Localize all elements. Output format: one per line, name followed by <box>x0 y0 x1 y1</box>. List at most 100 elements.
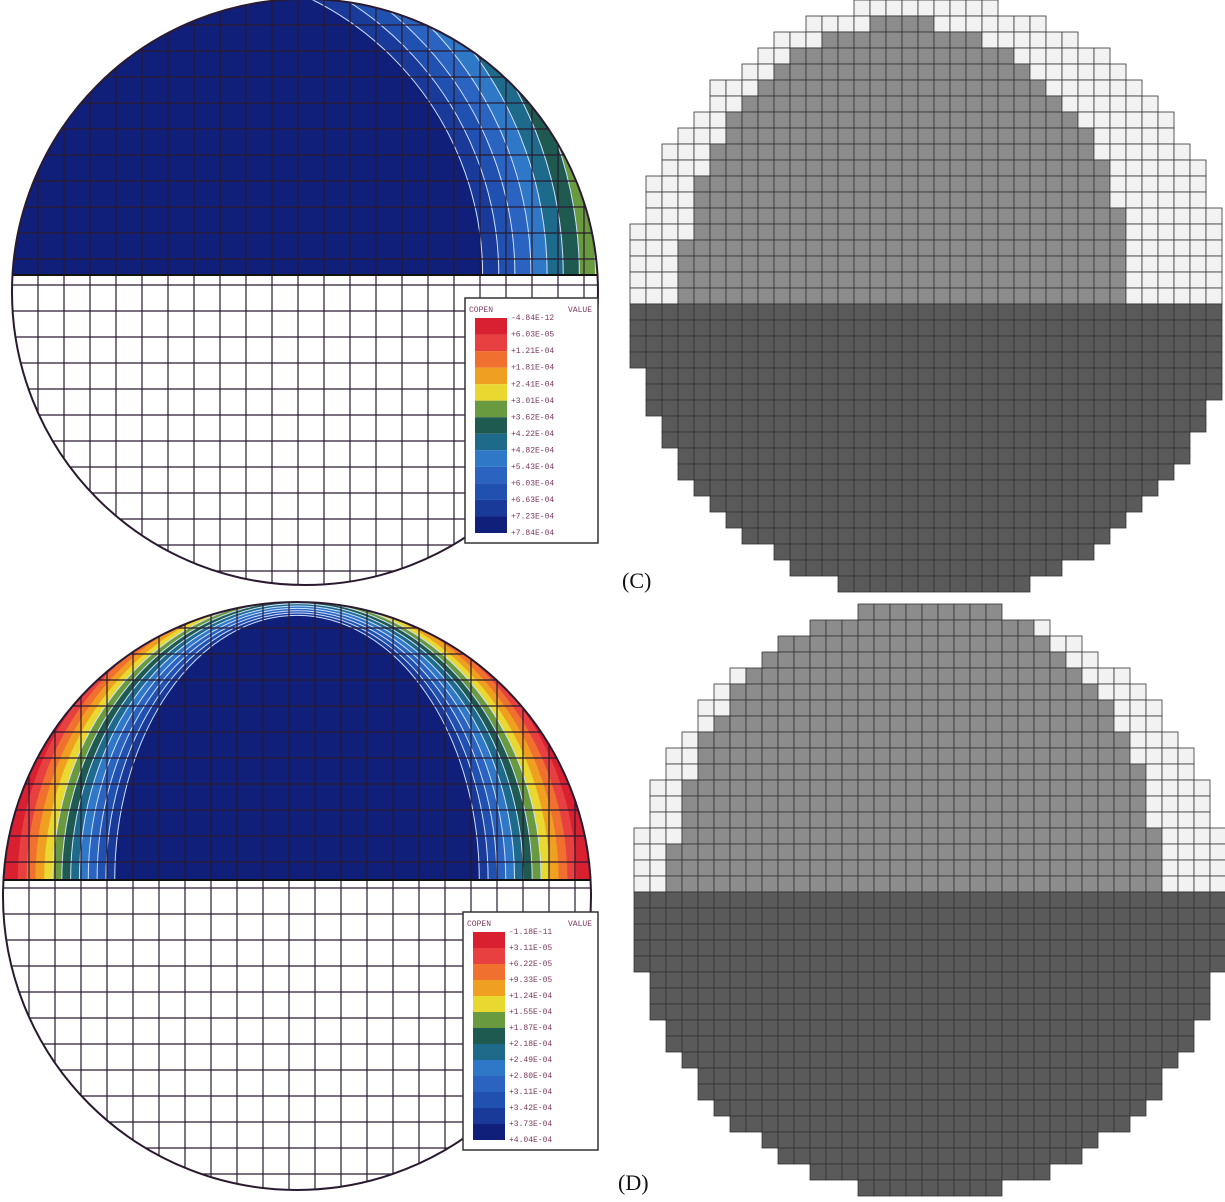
grid-cell <box>902 512 918 528</box>
grid-cell <box>774 272 790 288</box>
grid-cell <box>810 1020 826 1036</box>
grid-cell <box>902 32 918 48</box>
legend-label: +6.22E-05 <box>509 960 552 969</box>
grid-cell <box>1098 716 1114 732</box>
grid-cell <box>1066 876 1082 892</box>
grid-cell <box>970 1020 986 1036</box>
grid-cell <box>682 924 698 940</box>
grid-cell <box>966 64 982 80</box>
grid-cell <box>1066 1004 1082 1020</box>
grid-cell <box>1194 956 1210 972</box>
grid-cell <box>934 48 950 64</box>
grid-cell <box>1062 512 1078 528</box>
grid-cell <box>934 384 950 400</box>
grid-cell <box>870 224 886 240</box>
grid-cell <box>890 876 906 892</box>
grid-cell <box>1094 400 1110 416</box>
grid-cell <box>662 192 678 208</box>
grid-cell <box>806 192 822 208</box>
grid-cell <box>1114 844 1130 860</box>
grid-cell <box>746 1036 762 1052</box>
grid-cell <box>746 972 762 988</box>
grid-cell <box>874 1164 890 1180</box>
grid-cell <box>758 512 774 528</box>
grid-cell <box>970 908 986 924</box>
grid-cell <box>698 844 714 860</box>
grid-cell <box>1014 16 1030 32</box>
grid-cell <box>822 144 838 160</box>
grid-cell <box>986 876 1002 892</box>
grid-cell <box>874 780 890 796</box>
grid-cell <box>874 1052 890 1068</box>
grid-cell <box>790 528 806 544</box>
grid-cell <box>1142 432 1158 448</box>
grid-cell <box>954 620 970 636</box>
grid-cell <box>1206 208 1222 224</box>
grid-cell <box>1142 320 1158 336</box>
grid-cell <box>838 192 854 208</box>
grid-cell <box>742 192 758 208</box>
grid-cell <box>826 1148 842 1164</box>
grid-cell <box>1158 432 1174 448</box>
grid-cell <box>1210 828 1225 844</box>
grid-cell <box>842 1020 858 1036</box>
grid-cell <box>890 1084 906 1100</box>
grid-cell <box>922 924 938 940</box>
grid-cell <box>982 512 998 528</box>
grid-cell <box>938 1100 954 1116</box>
grid-cell <box>838 384 854 400</box>
grid-cell <box>1082 764 1098 780</box>
grid-cell <box>1114 876 1130 892</box>
grid-cell <box>950 128 966 144</box>
grid-cell <box>694 176 710 192</box>
grid-cell <box>1018 892 1034 908</box>
grid-cell <box>970 668 986 684</box>
grid-cell <box>794 1084 810 1100</box>
legend-label: +3.62E-04 <box>511 413 554 422</box>
grid-cell <box>694 144 710 160</box>
grid-cell <box>1014 48 1030 64</box>
grid-cell <box>1030 496 1046 512</box>
grid-cell <box>678 160 694 176</box>
grid-cell <box>758 480 774 496</box>
legend-label: +1.87E-04 <box>509 1024 552 1033</box>
grid-cell <box>970 812 986 828</box>
grid-cell <box>890 892 906 908</box>
grid-cell <box>870 432 886 448</box>
grid-cell <box>746 1084 762 1100</box>
grid-cell <box>906 1164 922 1180</box>
grid-cell <box>874 748 890 764</box>
grid-cell <box>1018 1068 1034 1084</box>
grid-cell <box>886 208 902 224</box>
grid-cell <box>730 1068 746 1084</box>
grid-cell <box>886 352 902 368</box>
grid-cell <box>970 636 986 652</box>
grid-cell <box>854 256 870 272</box>
grid-cell <box>810 844 826 860</box>
grid-cell <box>966 464 982 480</box>
grid-cell <box>1114 828 1130 844</box>
grid-cell <box>1050 860 1066 876</box>
grid-cell <box>1094 480 1110 496</box>
grid-cell <box>954 1036 970 1052</box>
legend-label: +2.18E-04 <box>509 1040 552 1049</box>
grid-cell <box>922 1148 938 1164</box>
grid-cell <box>874 876 890 892</box>
grid-cell <box>1034 636 1050 652</box>
grid-cell <box>758 208 774 224</box>
grid-cell <box>922 604 938 620</box>
grid-cell <box>918 240 934 256</box>
grid-cell <box>794 812 810 828</box>
grid-cell <box>1094 416 1110 432</box>
legend-swatch <box>475 434 507 451</box>
grid-cell <box>1014 480 1030 496</box>
grid-cell <box>966 416 982 432</box>
grid-cell <box>886 192 902 208</box>
legend-swatch <box>475 516 507 533</box>
grid-cell <box>918 160 934 176</box>
grid-cell <box>842 684 858 700</box>
grid-cell <box>954 1020 970 1036</box>
grid-cell <box>838 64 854 80</box>
grid-cell <box>790 256 806 272</box>
grid-cell <box>730 1004 746 1020</box>
